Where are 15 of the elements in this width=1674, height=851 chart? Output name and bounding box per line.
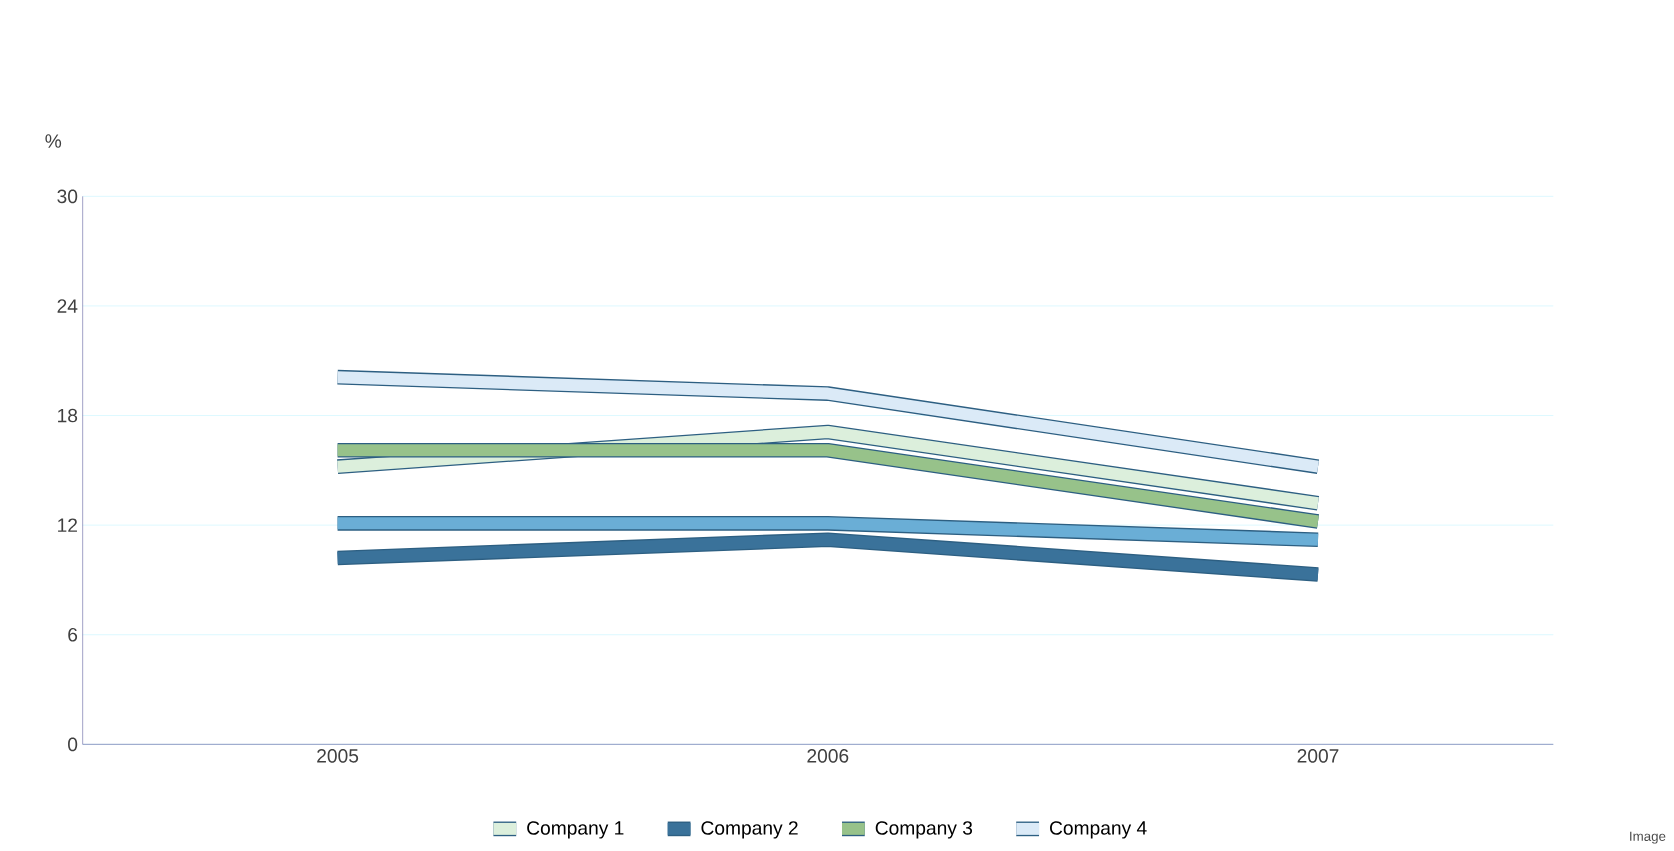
y-tick-label: 0 xyxy=(68,737,78,752)
y-tick-label: 18 xyxy=(58,408,78,423)
y-axis-title: % xyxy=(45,134,62,148)
x-tick-label: 2005 xyxy=(317,749,359,763)
legend-label: Company 3 xyxy=(875,821,973,839)
y-tick-label: 6 xyxy=(68,627,78,642)
text: Image xyxy=(1630,831,1666,844)
y-tick-label: 12 xyxy=(58,518,77,532)
y-tick-label: 30 xyxy=(57,189,78,204)
x-tick-label: 2006 xyxy=(807,749,849,763)
legend-label: Company 4 xyxy=(1050,821,1147,839)
legend-label: Company 2 xyxy=(701,821,798,839)
y-tick-label: 24 xyxy=(57,299,78,313)
legend-label: Company 1 xyxy=(527,821,624,839)
x-tick-label: 2007 xyxy=(1297,749,1339,763)
